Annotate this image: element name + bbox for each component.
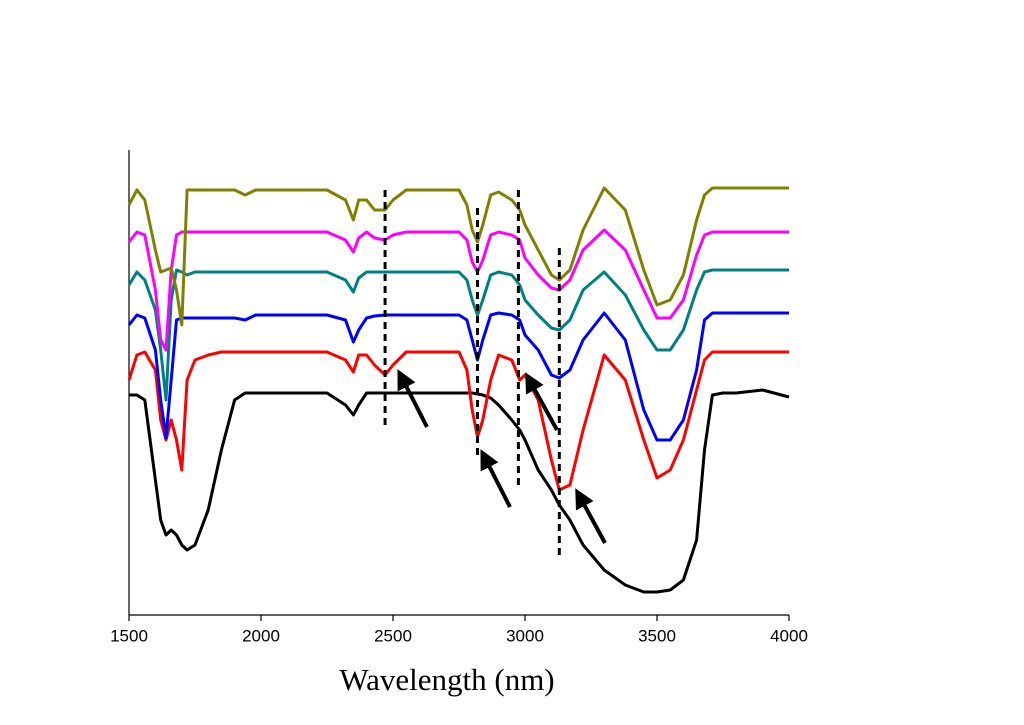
spectrum-line bbox=[127, 268, 789, 402]
spectrum-line bbox=[127, 311, 789, 442]
x-axis-label: Wavelength (nm) bbox=[339, 662, 554, 697]
x-tick-label: 1500 bbox=[110, 626, 148, 645]
spectrum-line bbox=[127, 350, 789, 492]
plot-area: 1500 2000 2500 3000 3500 4000 bbox=[110, 150, 808, 645]
x-tick-label: 2000 bbox=[242, 626, 280, 645]
arrows bbox=[397, 369, 607, 544]
arrow bbox=[575, 488, 607, 544]
x-tick-label: 3500 bbox=[638, 626, 676, 645]
x-tick-label: 4000 bbox=[770, 626, 808, 645]
spectrum-line bbox=[127, 228, 789, 352]
arrow bbox=[525, 372, 559, 431]
spectrum-line bbox=[127, 186, 789, 327]
x-tick-label: 3000 bbox=[506, 626, 544, 645]
arrow bbox=[480, 449, 512, 508]
x-tick-label: 2500 bbox=[374, 626, 412, 645]
arrow bbox=[397, 369, 429, 428]
spectrum-line bbox=[129, 388, 790, 594]
